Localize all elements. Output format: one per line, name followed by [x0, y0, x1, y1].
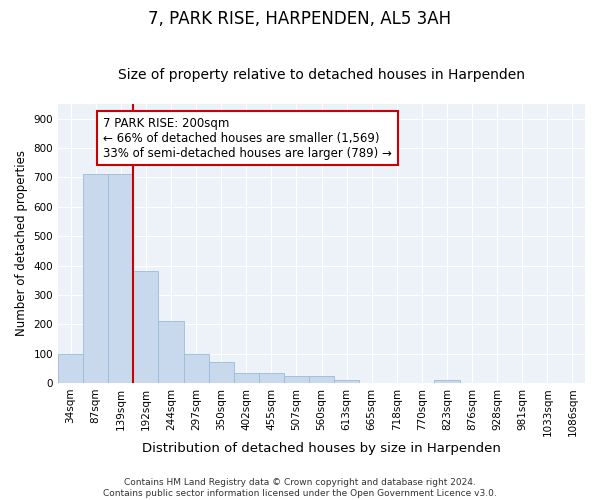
- Bar: [58, 354, 83, 383]
- Bar: [108, 174, 133, 383]
- Bar: [83, 174, 108, 383]
- Bar: [309, 376, 334, 383]
- Bar: [284, 376, 309, 383]
- Title: Size of property relative to detached houses in Harpenden: Size of property relative to detached ho…: [118, 68, 525, 82]
- Text: Contains HM Land Registry data © Crown copyright and database right 2024.
Contai: Contains HM Land Registry data © Crown c…: [103, 478, 497, 498]
- X-axis label: Distribution of detached houses by size in Harpenden: Distribution of detached houses by size …: [142, 442, 501, 455]
- Bar: [209, 362, 233, 383]
- Bar: [158, 322, 184, 383]
- Bar: [184, 354, 209, 383]
- Y-axis label: Number of detached properties: Number of detached properties: [15, 150, 28, 336]
- Bar: [434, 380, 460, 383]
- Bar: [259, 372, 284, 383]
- Bar: [133, 272, 158, 383]
- Bar: [233, 372, 259, 383]
- Text: 7 PARK RISE: 200sqm
← 66% of detached houses are smaller (1,569)
33% of semi-det: 7 PARK RISE: 200sqm ← 66% of detached ho…: [103, 116, 392, 160]
- Text: 7, PARK RISE, HARPENDEN, AL5 3AH: 7, PARK RISE, HARPENDEN, AL5 3AH: [148, 10, 452, 28]
- Bar: [334, 380, 359, 383]
